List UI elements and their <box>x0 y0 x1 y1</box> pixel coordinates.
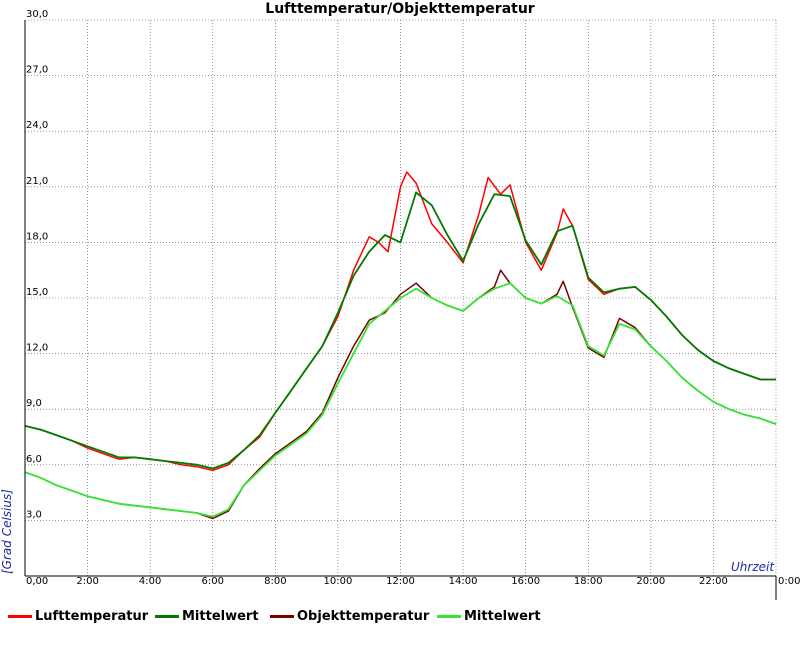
legend-label: Mittelwert <box>182 608 259 624</box>
x-tick-label: 14:00 <box>449 576 478 587</box>
plot-frame <box>24 20 777 600</box>
x-tick-label: 20:00 <box>636 576 665 587</box>
x-axis-ticks: 0,00 2:00 4:00 6:00 8:00 10:00 12:00 14:00 16:00… <box>26 576 800 587</box>
series-line-objekttemperatur <box>24 269 777 520</box>
x-tick-label: 6:00 <box>202 576 224 587</box>
legend-swatch <box>270 614 294 618</box>
series-line-mittelwert-objekt <box>24 282 777 518</box>
legend-label: Mittelwert <box>464 608 541 624</box>
series-line-mittelwert-luft <box>24 191 776 470</box>
x-tick-label: 18:00 <box>574 576 603 587</box>
x-tick-label: 0,00 <box>26 576 48 587</box>
x-tick-label: 8:00 <box>264 576 286 587</box>
x-tick-label: 2:00 <box>76 576 98 587</box>
legend-item-objekttemperatur: Objekttemperatur <box>270 606 429 626</box>
legend-swatch <box>8 614 32 618</box>
y-tick-label: 30,0 <box>26 9 48 20</box>
x-tick-label: 16:00 <box>511 576 540 587</box>
legend-item-lufttemperatur: Lufttemperatur <box>8 606 148 626</box>
y-tick-label: 27,0 <box>26 65 48 76</box>
y-tick-label: 3,0 <box>26 509 42 520</box>
y-tick-label: 12,0 <box>26 343 48 354</box>
y-axis-ticks: 3,0 6,0 9,0 12,0 15,0 18,0 21,0 24,0 27,0 30,0 <box>26 9 48 520</box>
series-layer <box>24 171 777 520</box>
y-tick-label: 21,0 <box>26 176 48 187</box>
y-tick-label: 24,0 <box>26 120 48 131</box>
legend-label: Objekttemperatur <box>297 608 430 624</box>
legend-item-mittelwert-objekt: Mittelwert <box>437 606 541 626</box>
y-tick-label: 18,0 <box>26 231 48 242</box>
legend-label: Lufttemperatur <box>35 608 149 624</box>
x-tick-label: 0:00 <box>778 576 800 587</box>
y-tick-label: 6,0 <box>26 454 42 465</box>
chart-title: Lufttemperatur/Objekttemperatur <box>265 1 535 17</box>
x-tick-label: 10:00 <box>324 576 353 587</box>
y-tick-label: 15,0 <box>26 287 48 298</box>
y-axis-label: [Grad Celsius] <box>0 489 14 574</box>
legend-item-mittelwert-luft: Mittelwert <box>155 606 259 626</box>
legend-swatch <box>437 614 461 618</box>
y-tick-label: 9,0 <box>26 398 42 409</box>
legend: Lufttemperatur Mittelwert Objekttemperat… <box>0 606 800 630</box>
x-tick-label: 4:00 <box>139 576 161 587</box>
x-tick-label: 22:00 <box>699 576 728 587</box>
legend-swatch <box>155 614 179 618</box>
x-tick-label: 12:00 <box>386 576 415 587</box>
x-axis-label: Uhrzeit <box>731 560 775 574</box>
